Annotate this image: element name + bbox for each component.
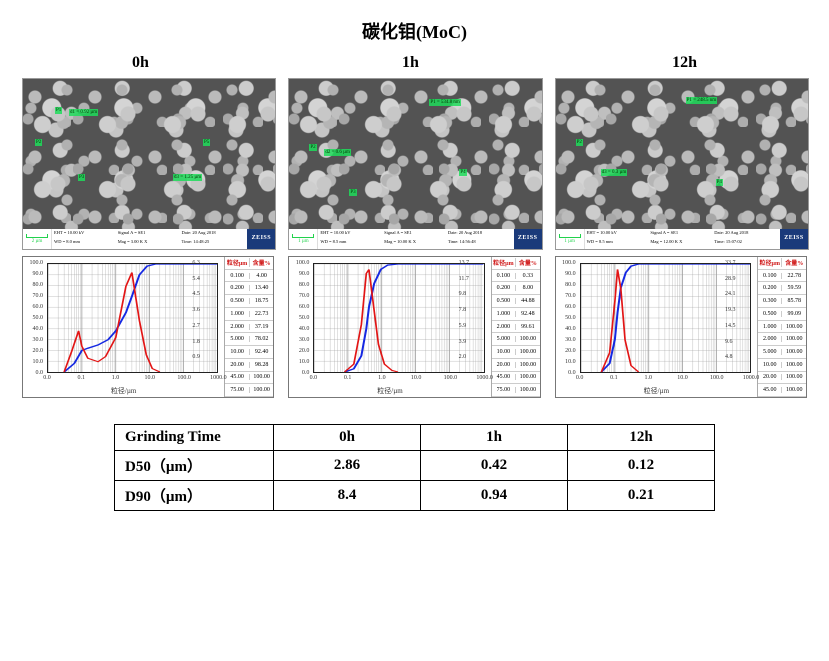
sem-info-bar: 1 µmEHT = 10.00 kVSignal A = SE1Date: 20… bbox=[556, 229, 808, 249]
psd-side-table: 粒径µm含量%0.10022.780.20059.590.30085.780.5… bbox=[757, 257, 806, 397]
table-cell: 0.94 bbox=[421, 481, 568, 511]
sem-image: P1 d1 = 0.92 µm P2 P3 d3 = 1.25 µm P5 2 µmEHT … bbox=[22, 78, 276, 250]
sem-marker: d2 = 0.6 µm bbox=[324, 149, 351, 156]
sem-metadata: EHT = 10.00 kVSignal A = SE1Date: 20 Aug… bbox=[52, 229, 247, 249]
sem-brand-logo: ZEISS bbox=[780, 229, 808, 249]
table-header-col: 1h bbox=[421, 425, 568, 451]
psd-plot-area: 0.010.020.030.040.050.060.070.080.090.01… bbox=[23, 257, 224, 397]
panel-1h: P1 = 534.8 nm P2 d2 = 0.6 µm P3 P4 1 µmEHT = … bbox=[288, 78, 540, 398]
psd-side-table: 粒径µm含量%0.1004.000.20013.400.50018.751.00… bbox=[224, 257, 273, 397]
col-label-0h: 0h bbox=[132, 54, 149, 72]
sem-scalebar: 2 µm bbox=[23, 229, 52, 249]
psd-plot-box bbox=[313, 263, 484, 373]
psd-xlabel: 粒径/µm bbox=[111, 386, 136, 396]
sem-marker: P5 bbox=[203, 139, 210, 146]
sem-marker: d1 = 0.92 µm bbox=[69, 109, 98, 116]
panel-0h: P1 d1 = 0.92 µm P2 P3 d3 = 1.25 µm P5 2 µmEHT … bbox=[22, 78, 274, 398]
summary-table: Grinding Time0h1h12h D50（µm）2.860.420.12 D… bbox=[114, 424, 715, 511]
table-header-col: 0h bbox=[274, 425, 421, 451]
sem-marker: P1 = 248.5 nm bbox=[686, 97, 718, 104]
psd-plot-area: 0.010.020.030.040.050.060.070.080.090.01… bbox=[289, 257, 490, 397]
sem-image: P1 = 248.5 nm P2 d3 = 0.3 µm P4 1 µmEHT = 10… bbox=[555, 78, 809, 250]
sem-info-bar: 2 µmEHT = 10.00 kVSignal A = SE1Date: 20… bbox=[23, 229, 275, 249]
sem-texture bbox=[289, 79, 541, 249]
sem-marker: P2 bbox=[35, 139, 42, 146]
psd-chart: 0.010.020.030.040.050.060.070.080.090.01… bbox=[22, 256, 274, 398]
table-row-label: D90（µm） bbox=[115, 481, 274, 511]
sem-marker: P1 bbox=[55, 107, 62, 114]
psd-chart: 0.010.020.030.040.050.060.070.080.090.01… bbox=[288, 256, 540, 398]
sem-texture bbox=[23, 79, 275, 249]
sem-marker: P2 bbox=[576, 139, 583, 146]
psd-side-table: 粒径µm含量%0.1000.330.2008.000.50044.881.000… bbox=[491, 257, 540, 397]
sem-marker: P3 bbox=[349, 189, 356, 196]
sem-marker: d3 = 0.3 µm bbox=[601, 169, 628, 176]
column-labels-row: 0h 1h 12h bbox=[22, 54, 807, 72]
table-row-label: D50（µm） bbox=[115, 451, 274, 481]
psd-chart: 0.010.020.030.040.050.060.070.080.090.01… bbox=[555, 256, 807, 398]
sem-marker: P4 bbox=[459, 169, 466, 176]
sem-marker: P3 bbox=[78, 174, 85, 181]
table-cell: 2.86 bbox=[274, 451, 421, 481]
panel-12h: P1 = 248.5 nm P2 d3 = 0.3 µm P4 1 µmEHT = 10… bbox=[555, 78, 807, 398]
table-cell: 0.42 bbox=[421, 451, 568, 481]
col-label-1h: 1h bbox=[402, 54, 419, 72]
sem-metadata: EHT = 10.00 kVSignal A = SE1Date: 20 Aug… bbox=[585, 229, 780, 249]
sem-brand-logo: ZEISS bbox=[514, 229, 542, 249]
psd-plot-box bbox=[580, 263, 751, 373]
table-cell: 8.4 bbox=[274, 481, 421, 511]
sem-info-bar: 1 µmEHT = 10.00 kVSignal A = SE1Date: 20… bbox=[289, 229, 541, 249]
sem-marker: P4 bbox=[716, 179, 723, 186]
sem-scalebar: 1 µm bbox=[556, 229, 585, 249]
sem-image: P1 = 534.8 nm P2 d2 = 0.6 µm P3 P4 1 µmEHT = … bbox=[288, 78, 542, 250]
sem-texture bbox=[556, 79, 808, 249]
table-cell: 0.21 bbox=[568, 481, 715, 511]
sem-marker: P1 = 534.8 nm bbox=[429, 99, 461, 106]
table-cell: 0.12 bbox=[568, 451, 715, 481]
psd-xlabel: 粒径/µm bbox=[377, 386, 402, 396]
panels-row: P1d1 = 0.92 µmP2P3d3 = 1.25 µmP52 µmEHT … bbox=[22, 78, 807, 398]
sem-brand-logo: ZEISS bbox=[247, 229, 275, 249]
table-header-label: Grinding Time bbox=[115, 425, 274, 451]
sem-marker: P2 bbox=[309, 144, 316, 151]
col-label-12h: 12h bbox=[672, 54, 697, 72]
sem-scalebar: 1 µm bbox=[289, 229, 318, 249]
sem-marker: d3 = 1.25 µm bbox=[173, 174, 202, 181]
psd-xlabel: 粒径/µm bbox=[644, 386, 669, 396]
table-header-col: 12h bbox=[568, 425, 715, 451]
main-title: 碳化钼(MoC) bbox=[22, 18, 807, 44]
psd-plot-box bbox=[47, 263, 218, 373]
psd-plot-area: 0.010.020.030.040.050.060.070.080.090.01… bbox=[556, 257, 757, 397]
sem-metadata: EHT = 10.00 kVSignal A = SE1Date: 20 Aug… bbox=[318, 229, 513, 249]
